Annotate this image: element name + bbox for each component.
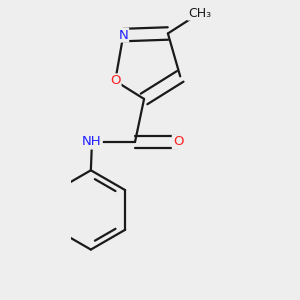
Text: CH₃: CH₃ [188, 7, 211, 20]
Text: O: O [110, 74, 121, 87]
Text: O: O [173, 136, 183, 148]
Text: N: N [118, 28, 128, 41]
Text: NH: NH [82, 136, 102, 148]
